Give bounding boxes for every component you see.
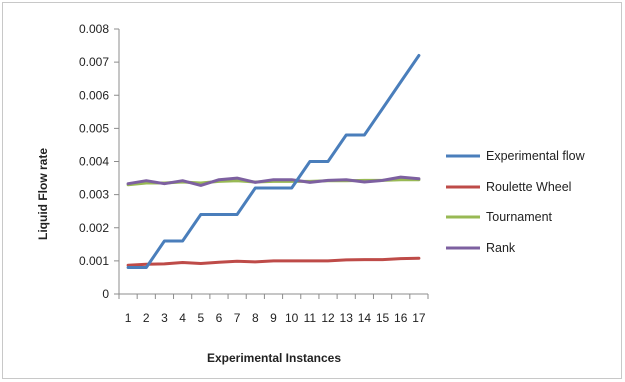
x-tick-label: 11 — [304, 311, 317, 325]
series-line-experimental-flow — [126, 54, 421, 269]
x-tick-label: 16 — [394, 311, 408, 325]
y-axis-title: Liquid Flow rate — [36, 148, 50, 240]
x-tick-label: 1 — [125, 311, 132, 325]
y-tick-label: 0.003 — [79, 188, 109, 202]
y-axis: 0 0.001 0.002 0.003 0.004 0.005 0.006 0.007 0.00… — [79, 22, 120, 301]
x-tick-label: 7 — [234, 311, 241, 325]
x-tick-label: 15 — [376, 311, 390, 325]
x-tick-label: 10 — [285, 311, 299, 325]
plot-area — [126, 54, 421, 269]
legend-label-roulette-wheel: Roulette Wheel — [486, 180, 571, 194]
y-tick-label: 0.008 — [79, 22, 109, 36]
series-line-roulette-wheel — [126, 256, 421, 267]
y-tick-label: 0 — [102, 287, 109, 301]
legend-label-tournament: Tournament — [486, 210, 553, 224]
y-tick-label: 0.004 — [79, 155, 109, 169]
y-tick-label: 0.006 — [79, 88, 109, 102]
x-tick-label: 9 — [270, 311, 277, 325]
x-tick-label: 14 — [358, 311, 372, 325]
x-axis-title: Experimental Instances — [207, 351, 341, 365]
legend: Experimental flow Roulette Wheel Tournamen… — [446, 149, 586, 255]
legend-label-rank: Rank — [486, 241, 516, 255]
x-tick-label: 17 — [412, 311, 426, 325]
x-tick-label: 6 — [216, 311, 223, 325]
x-tick-label: 2 — [143, 311, 150, 325]
legend-label-experimental-flow: Experimental flow — [486, 149, 586, 163]
x-axis: 1 2 3 4 5 6 7 8 9 10 11 12 13 14 15 16 17 — [118, 293, 429, 325]
y-tick-label: 0.007 — [79, 55, 109, 69]
x-tick-label: 12 — [321, 311, 335, 325]
series-line-rank — [126, 175, 421, 187]
x-tick-label: 8 — [252, 311, 259, 325]
x-tick-label: 4 — [179, 311, 186, 325]
y-tick-label: 0.002 — [79, 221, 109, 235]
chart-frame — [2, 2, 622, 379]
x-tick-label: 3 — [161, 311, 168, 325]
x-tick-label: 5 — [197, 311, 204, 325]
y-tick-label: 0.001 — [79, 254, 109, 268]
x-tick-label: 13 — [340, 311, 354, 325]
y-tick-label: 0.005 — [79, 121, 109, 135]
